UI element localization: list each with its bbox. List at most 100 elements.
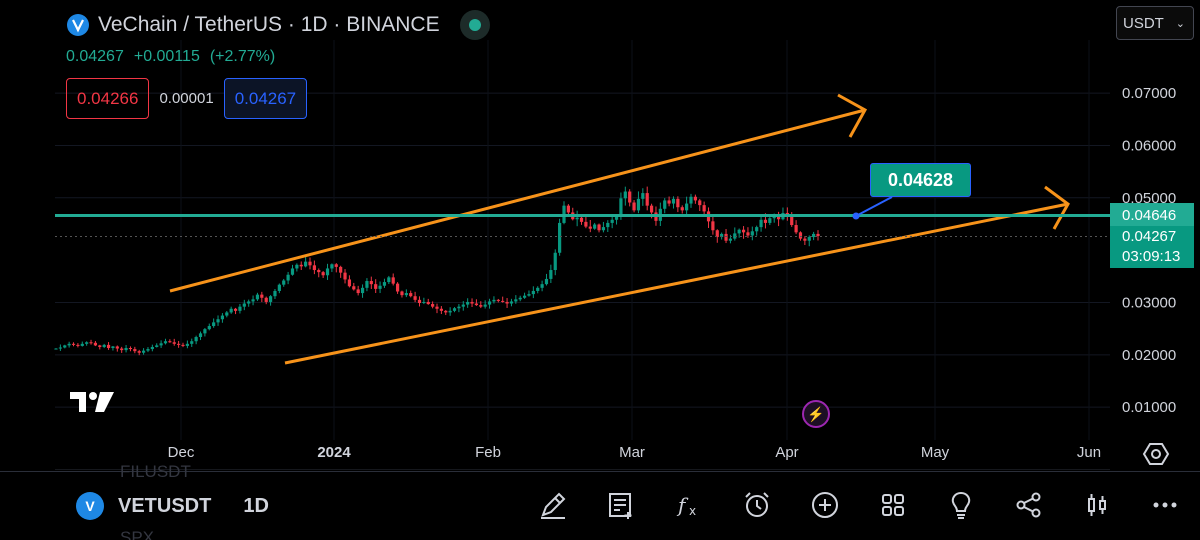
candle-body — [264, 297, 268, 302]
candle-body — [431, 304, 435, 307]
candle — [304, 257, 308, 268]
candle-body — [606, 222, 610, 228]
candle-body — [509, 301, 514, 304]
settings-icon[interactable] — [1142, 440, 1170, 468]
candle — [290, 264, 295, 276]
more-icon[interactable] — [1148, 488, 1182, 522]
candle-body — [522, 295, 527, 298]
candle — [395, 282, 400, 294]
candle-body — [282, 280, 286, 285]
candle-body — [553, 252, 557, 271]
candle — [755, 225, 759, 236]
candle-body — [146, 349, 150, 351]
candle — [360, 284, 365, 298]
buy-button[interactable]: 0.04267 — [223, 78, 308, 119]
candle-body — [479, 305, 483, 307]
candles-icon[interactable] — [1080, 488, 1114, 522]
candle-body — [763, 219, 768, 223]
candle-body — [768, 218, 772, 223]
candle — [422, 297, 426, 305]
candle — [431, 301, 435, 309]
candle — [299, 261, 303, 270]
candle — [417, 296, 422, 307]
candle-body — [225, 312, 229, 316]
candle-body — [584, 221, 588, 227]
price-tick-label: 0.05000 — [1122, 190, 1176, 207]
pencil-icon[interactable] — [536, 488, 570, 522]
candle-body — [382, 282, 387, 286]
candle — [457, 304, 461, 313]
add-icon[interactable] — [808, 488, 842, 522]
candle-body — [400, 291, 404, 296]
interval-button[interactable]: 1D — [243, 494, 269, 517]
share-icon[interactable] — [1012, 488, 1046, 522]
lightning-icon[interactable]: ⚡ — [802, 400, 830, 428]
candle-body — [435, 306, 439, 309]
layout-icon[interactable] — [876, 488, 910, 522]
candle — [63, 344, 67, 349]
candle-body — [470, 301, 474, 304]
candle-body — [448, 310, 452, 313]
candle-body — [251, 299, 255, 302]
alarm-clock-icon[interactable] — [740, 488, 774, 522]
candle — [413, 291, 417, 303]
candle-body — [159, 343, 163, 346]
candle — [409, 290, 413, 298]
candle-body — [347, 279, 352, 287]
candle-body — [426, 301, 430, 305]
drawings — [55, 93, 1110, 365]
candle-body — [299, 264, 303, 267]
candle — [776, 211, 781, 227]
symbol-name[interactable]: VETUSDT — [118, 494, 212, 517]
time-tick-label: May — [921, 444, 950, 461]
candle — [268, 295, 273, 306]
sell-button[interactable]: 0.04266 — [66, 78, 150, 119]
candle — [601, 221, 606, 233]
candle — [501, 296, 505, 303]
candle — [102, 343, 106, 349]
chart-canvas[interactable]: 0.07000 0.06000 0.05000 0.03000 0.02000 0.010… — [0, 0, 1200, 470]
candle — [794, 220, 798, 235]
time-tick-label: Dec — [168, 444, 195, 461]
candle-body — [676, 198, 680, 208]
candle-body — [238, 306, 242, 311]
svg-text:f: f — [676, 493, 689, 517]
candle-body — [321, 272, 325, 276]
upper-trendline — [169, 108, 866, 293]
candle-body — [579, 217, 584, 222]
candle — [474, 299, 479, 306]
upper-arrowhead — [837, 93, 868, 138]
candle-body — [409, 293, 413, 297]
note-icon[interactable] — [604, 488, 638, 522]
candle — [295, 263, 299, 272]
currency-select[interactable]: USDT ⌄ — [1116, 6, 1194, 40]
candle-body — [317, 270, 321, 273]
candle — [461, 301, 465, 311]
candle — [225, 310, 229, 318]
candle-body — [352, 286, 356, 290]
candle-body — [518, 297, 522, 300]
candle-body — [111, 346, 115, 349]
candle — [321, 270, 325, 278]
candle — [133, 346, 137, 354]
candle-body — [632, 202, 636, 211]
candle-body — [641, 193, 645, 199]
candle-body — [325, 268, 330, 276]
candle — [308, 257, 312, 270]
candle — [190, 338, 194, 347]
candle-body — [172, 342, 176, 344]
symbol-selector[interactable]: V VETUSDT 1D — [76, 492, 269, 520]
candle — [71, 342, 76, 347]
candle-body — [133, 349, 137, 352]
price-callout[interactable]: 0.04628 — [870, 163, 971, 197]
candle-body — [728, 238, 733, 241]
candle — [194, 335, 198, 345]
candle — [247, 299, 251, 307]
chart-area[interactable]: 0.07000 0.06000 0.05000 0.03000 0.02000 0.010… — [0, 0, 1200, 470]
candle-body — [439, 308, 443, 311]
lightbulb-icon[interactable] — [944, 488, 978, 522]
chart-title[interactable]: VeChain / TetherUS · 1D · BINANCE — [98, 13, 440, 36]
